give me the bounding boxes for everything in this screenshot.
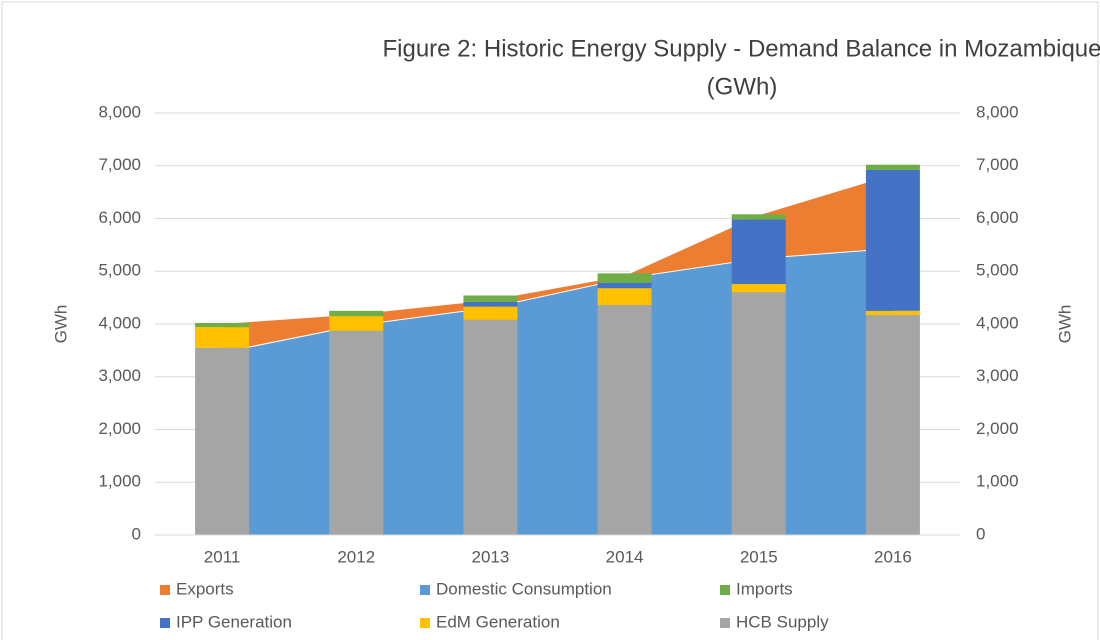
bar <box>865 169 920 311</box>
y2-tick-label: 2,000 <box>976 419 1019 438</box>
y2-tick-label: 7,000 <box>976 155 1019 174</box>
bar <box>329 316 384 331</box>
bar <box>463 301 518 307</box>
bar <box>329 310 384 317</box>
y2-tick-label: 6,000 <box>976 208 1019 227</box>
x-tick-label: 2015 <box>740 547 778 566</box>
bar <box>597 282 652 289</box>
legend-swatch <box>160 585 170 595</box>
bar <box>731 219 786 284</box>
bar <box>597 273 652 283</box>
y2-tick-label: 5,000 <box>976 261 1019 280</box>
bar <box>597 288 652 306</box>
legend-label: Exports <box>176 579 234 598</box>
y-tick-label: 2,000 <box>98 419 141 438</box>
legend-swatch <box>720 618 730 628</box>
legend-label: EdM Generation <box>436 612 560 631</box>
bar <box>865 164 920 170</box>
bar <box>731 292 786 535</box>
x-tick-label: 2012 <box>337 547 375 566</box>
bar <box>463 319 518 535</box>
y2-tick-label: 0 <box>976 524 985 543</box>
bar <box>195 322 250 328</box>
legend-swatch <box>420 618 430 628</box>
y-tick-label: 1,000 <box>98 472 141 491</box>
area <box>222 173 893 352</box>
legend-swatch <box>420 585 430 595</box>
bar <box>195 327 250 348</box>
legend-label: Domestic Consumption <box>436 579 612 598</box>
y-tick-label: 4,000 <box>98 313 141 332</box>
bar <box>731 283 786 293</box>
y-tick-label: 6,000 <box>98 208 141 227</box>
y2-tick-label: 8,000 <box>976 102 1019 121</box>
x-tick-label: 2014 <box>606 547 644 566</box>
y-axis-label: GWh <box>51 305 70 344</box>
y-tick-label: 5,000 <box>98 261 141 280</box>
bar <box>195 347 250 535</box>
y-tick-label: 0 <box>132 524 141 543</box>
y2-tick-label: 1,000 <box>976 472 1019 491</box>
bars <box>195 164 920 535</box>
x-tick-label: 2013 <box>472 547 510 566</box>
bar <box>865 310 920 316</box>
legend-swatch <box>720 585 730 595</box>
bar <box>731 214 786 220</box>
y2-axis-label: GWh <box>1055 305 1074 344</box>
bar <box>463 295 518 302</box>
x-tick-label: 2011 <box>204 547 241 566</box>
legend-label: Imports <box>736 579 793 598</box>
chart-title: (GWh) <box>707 73 778 100</box>
x-tick-label: 2016 <box>874 547 912 566</box>
y-tick-label: 8,000 <box>98 102 141 121</box>
y-tick-label: 7,000 <box>98 155 141 174</box>
legend-label: HCB Supply <box>736 612 829 631</box>
bar <box>865 315 920 535</box>
chart-title: Figure 2: Historic Energy Supply - Deman… <box>382 35 1100 62</box>
y2-tick-label: 4,000 <box>976 313 1019 332</box>
legend-label: IPP Generation <box>176 612 292 631</box>
legend-swatch <box>160 618 170 628</box>
y2-tick-label: 3,000 <box>976 366 1019 385</box>
bar <box>329 330 384 535</box>
bar <box>463 306 518 320</box>
y-tick-label: 3,000 <box>98 366 141 385</box>
area <box>222 248 893 536</box>
bar <box>597 305 652 535</box>
